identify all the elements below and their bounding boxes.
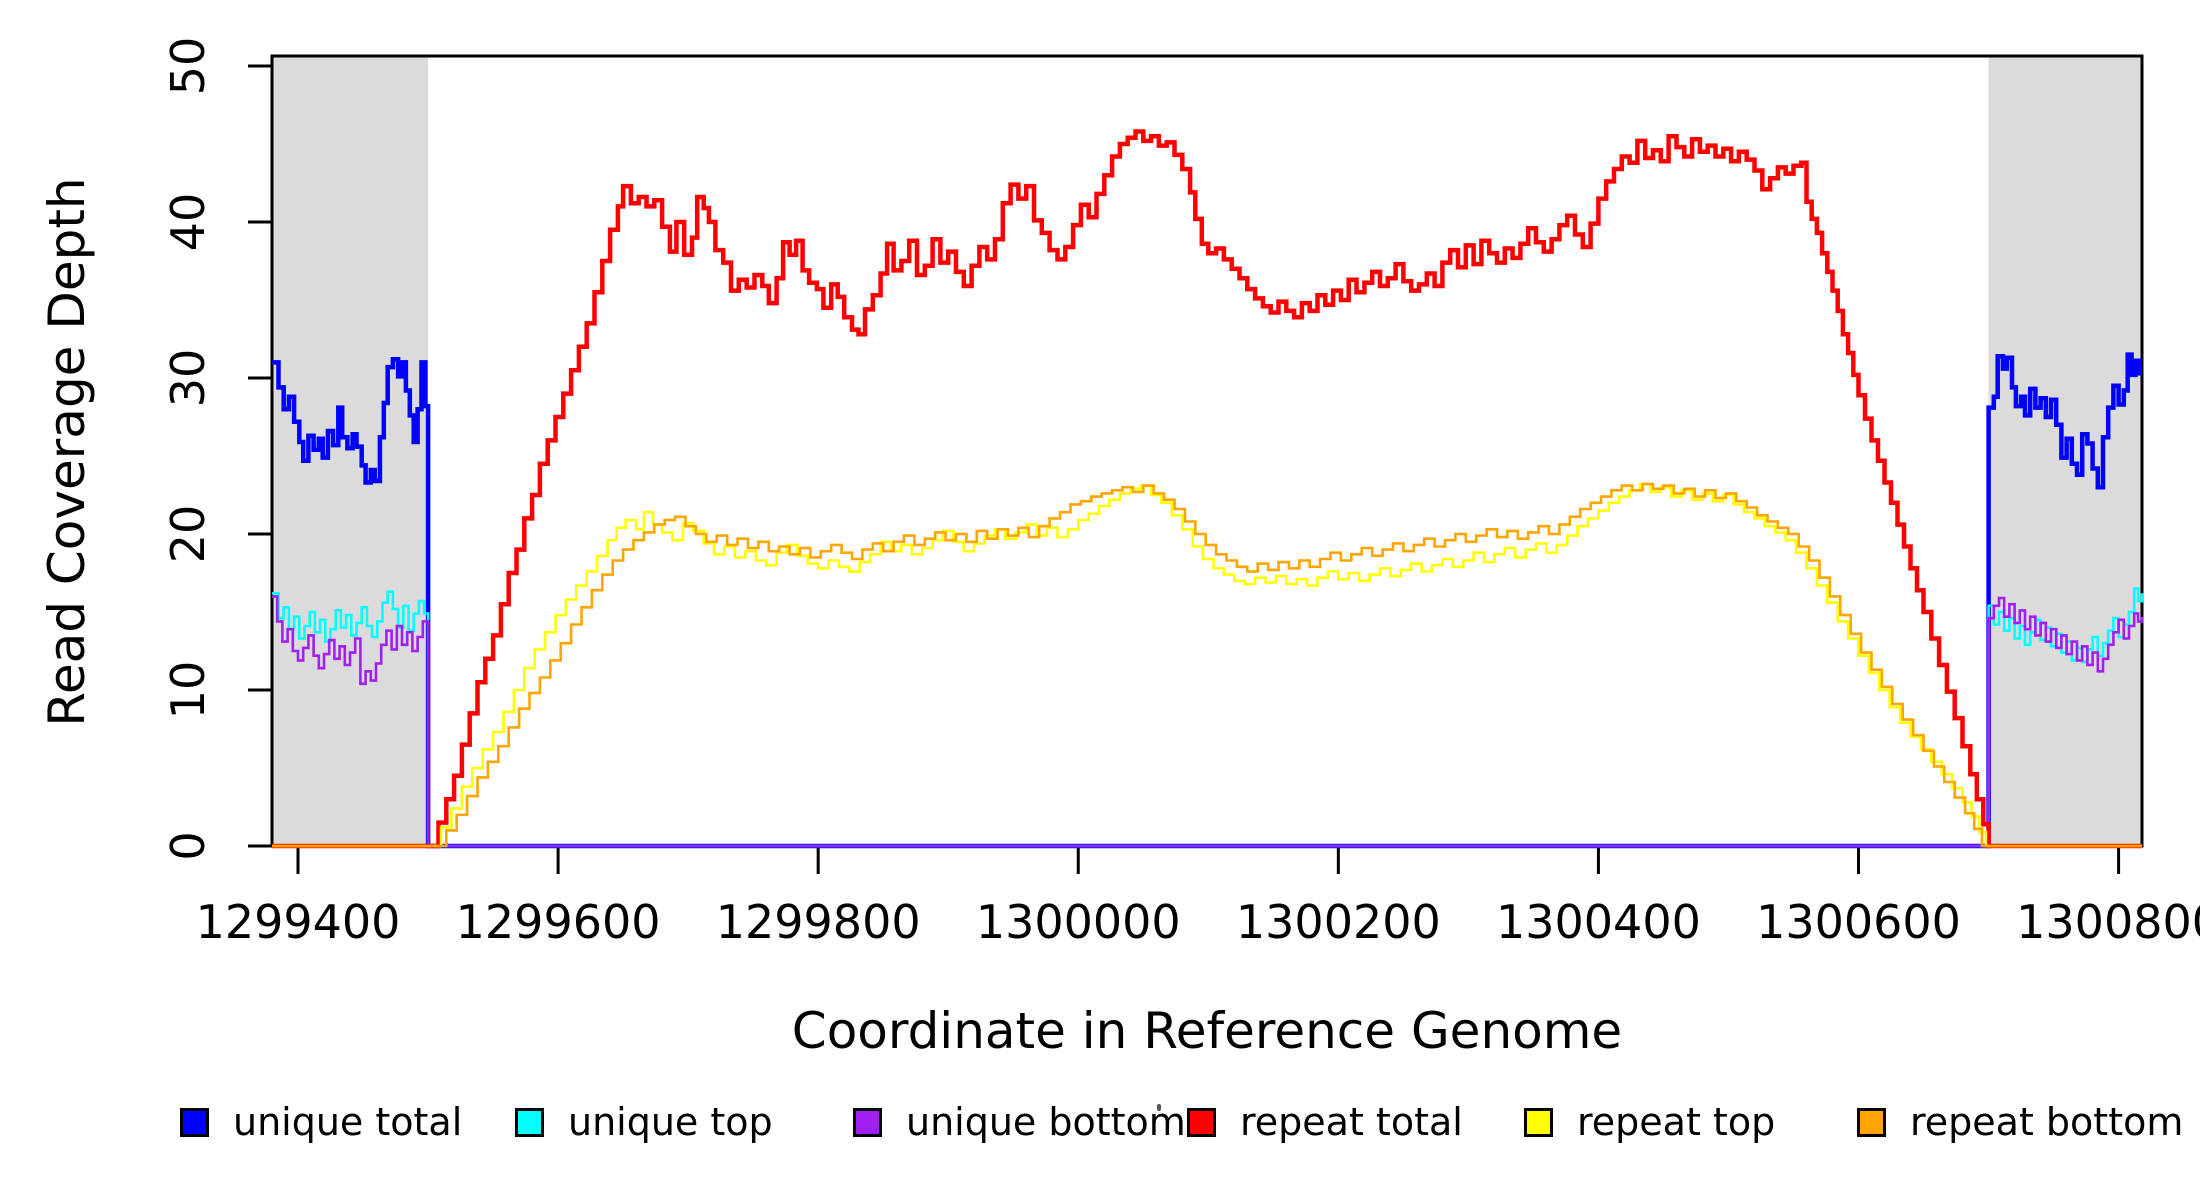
legend-item-repeat-bottom: repeat bottom	[1857, 1096, 2183, 1148]
series-unique-top	[272, 587, 2144, 848]
y-tick-label: 10	[161, 661, 215, 720]
stray-mark	[1157, 1104, 1161, 1111]
legend-swatch-repeat-top	[1524, 1107, 1553, 1137]
y-tick-label: 20	[161, 505, 215, 564]
legend-label: repeat bottom	[1910, 1100, 2184, 1144]
x-tick-label: 1299800	[716, 895, 921, 949]
x-tick-label: 1300200	[1236, 895, 1441, 949]
legend-item-repeat-top: repeat top	[1524, 1096, 1775, 1148]
legend-item-unique-top: unique top	[515, 1096, 773, 1148]
series-repeat-total	[272, 129, 2142, 849]
y-tick-label: 40	[161, 193, 215, 252]
series-repeat-top	[272, 482, 2142, 848]
legend-swatch-repeat-bottom	[1857, 1107, 1886, 1137]
y-tick-label: 50	[161, 37, 215, 96]
legend-label: repeat total	[1240, 1100, 1463, 1144]
legend-item-unique-total: unique total	[180, 1096, 462, 1148]
legend-label: unique total	[233, 1100, 463, 1144]
legend-swatch-unique-bottom	[853, 1107, 882, 1137]
legend-item-unique-bottom: unique bottom	[853, 1096, 1186, 1148]
x-tick-label: 1299400	[196, 895, 401, 949]
x-tick-label: 1300000	[976, 895, 1181, 949]
legend-label: repeat top	[1577, 1100, 1776, 1144]
legend-swatch-unique-total	[180, 1107, 209, 1137]
legend-item-repeat-total: repeat total	[1187, 1096, 1463, 1148]
x-tick-label: 1300400	[1496, 895, 1701, 949]
x-tick-label: 1299600	[456, 895, 661, 949]
legend: unique total unique top unique bottom repea…	[0, 1096, 2200, 1152]
legend-label: unique top	[568, 1100, 773, 1144]
series-unique-total	[272, 352, 2142, 849]
legend-swatch-unique-top	[515, 1107, 544, 1137]
y-tick-label: 30	[161, 349, 215, 408]
series-repeat-bottom	[272, 482, 2142, 848]
x-axis-title: Coordinate in Reference Genome	[791, 1002, 1623, 1060]
legend-swatch-repeat-total	[1187, 1107, 1216, 1137]
x-tick-label: 1300600	[1756, 895, 1961, 949]
y-axis-title: Read Coverage Depth	[38, 177, 96, 727]
plot-box	[270, 54, 2144, 848]
legend-label: unique bottom	[906, 1100, 1186, 1144]
y-tick-label: 0	[161, 831, 215, 860]
shaded-flank-left	[272, 57, 429, 846]
